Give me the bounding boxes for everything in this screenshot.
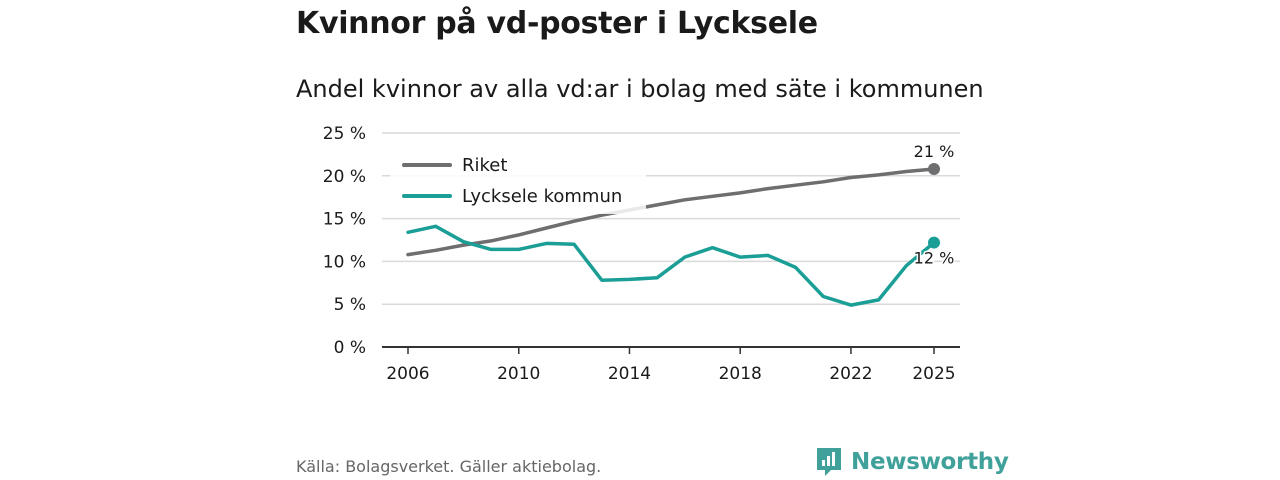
- y-tick-label: 15 %: [323, 210, 366, 230]
- series-lines: [406, 162, 940, 307]
- data-labels: 21 % 12 %: [912, 142, 956, 269]
- y-tick-label: 0 %: [334, 338, 366, 358]
- x-tick-label: 2018: [719, 364, 762, 384]
- series-line-lycksele: [406, 224, 936, 307]
- y-tick-label: 25 %: [323, 124, 366, 144]
- x-tick-label: 2022: [829, 364, 872, 384]
- y-tick-label: 5 %: [334, 295, 366, 315]
- y-tick-label: 20 %: [323, 167, 366, 187]
- y-tick-label: 10 %: [323, 252, 366, 272]
- x-tick-label: 2025: [912, 364, 955, 384]
- chart-title: Kvinnor på vd-poster i Lycksele: [296, 6, 818, 41]
- brand-logo[interactable]: Newsworthy: [815, 446, 1009, 478]
- end-value-label: 12 %: [914, 249, 955, 268]
- legend: Riket Lycksele kommun: [390, 148, 646, 214]
- end-point-marker: [928, 236, 940, 249]
- end-value-label: 21 %: [914, 142, 955, 161]
- brand-name: Newsworthy: [851, 449, 1009, 475]
- series-line-riket: [406, 167, 936, 257]
- end-point-marker: [928, 162, 940, 175]
- legend-background: [390, 148, 646, 214]
- axes: 0 % 5 % 10 % 15 % 20 % 25 % 2006 2010 2014 2018 20…: [323, 124, 960, 384]
- x-tick-label: 2010: [497, 364, 540, 384]
- x-tick-label: 2014: [608, 364, 651, 384]
- chart-subtitle: Andel kvinnor av alla vd:ar i bolag med …: [296, 75, 984, 103]
- x-tick-label: 2006: [386, 364, 429, 384]
- source-note: Källa: Bolagsverket. Gäller aktiebolag.: [296, 457, 602, 476]
- legend-label: Riket: [462, 155, 507, 176]
- legend-label: Lycksele kommun: [462, 186, 622, 207]
- bar-chart-logo-icon: [817, 448, 841, 476]
